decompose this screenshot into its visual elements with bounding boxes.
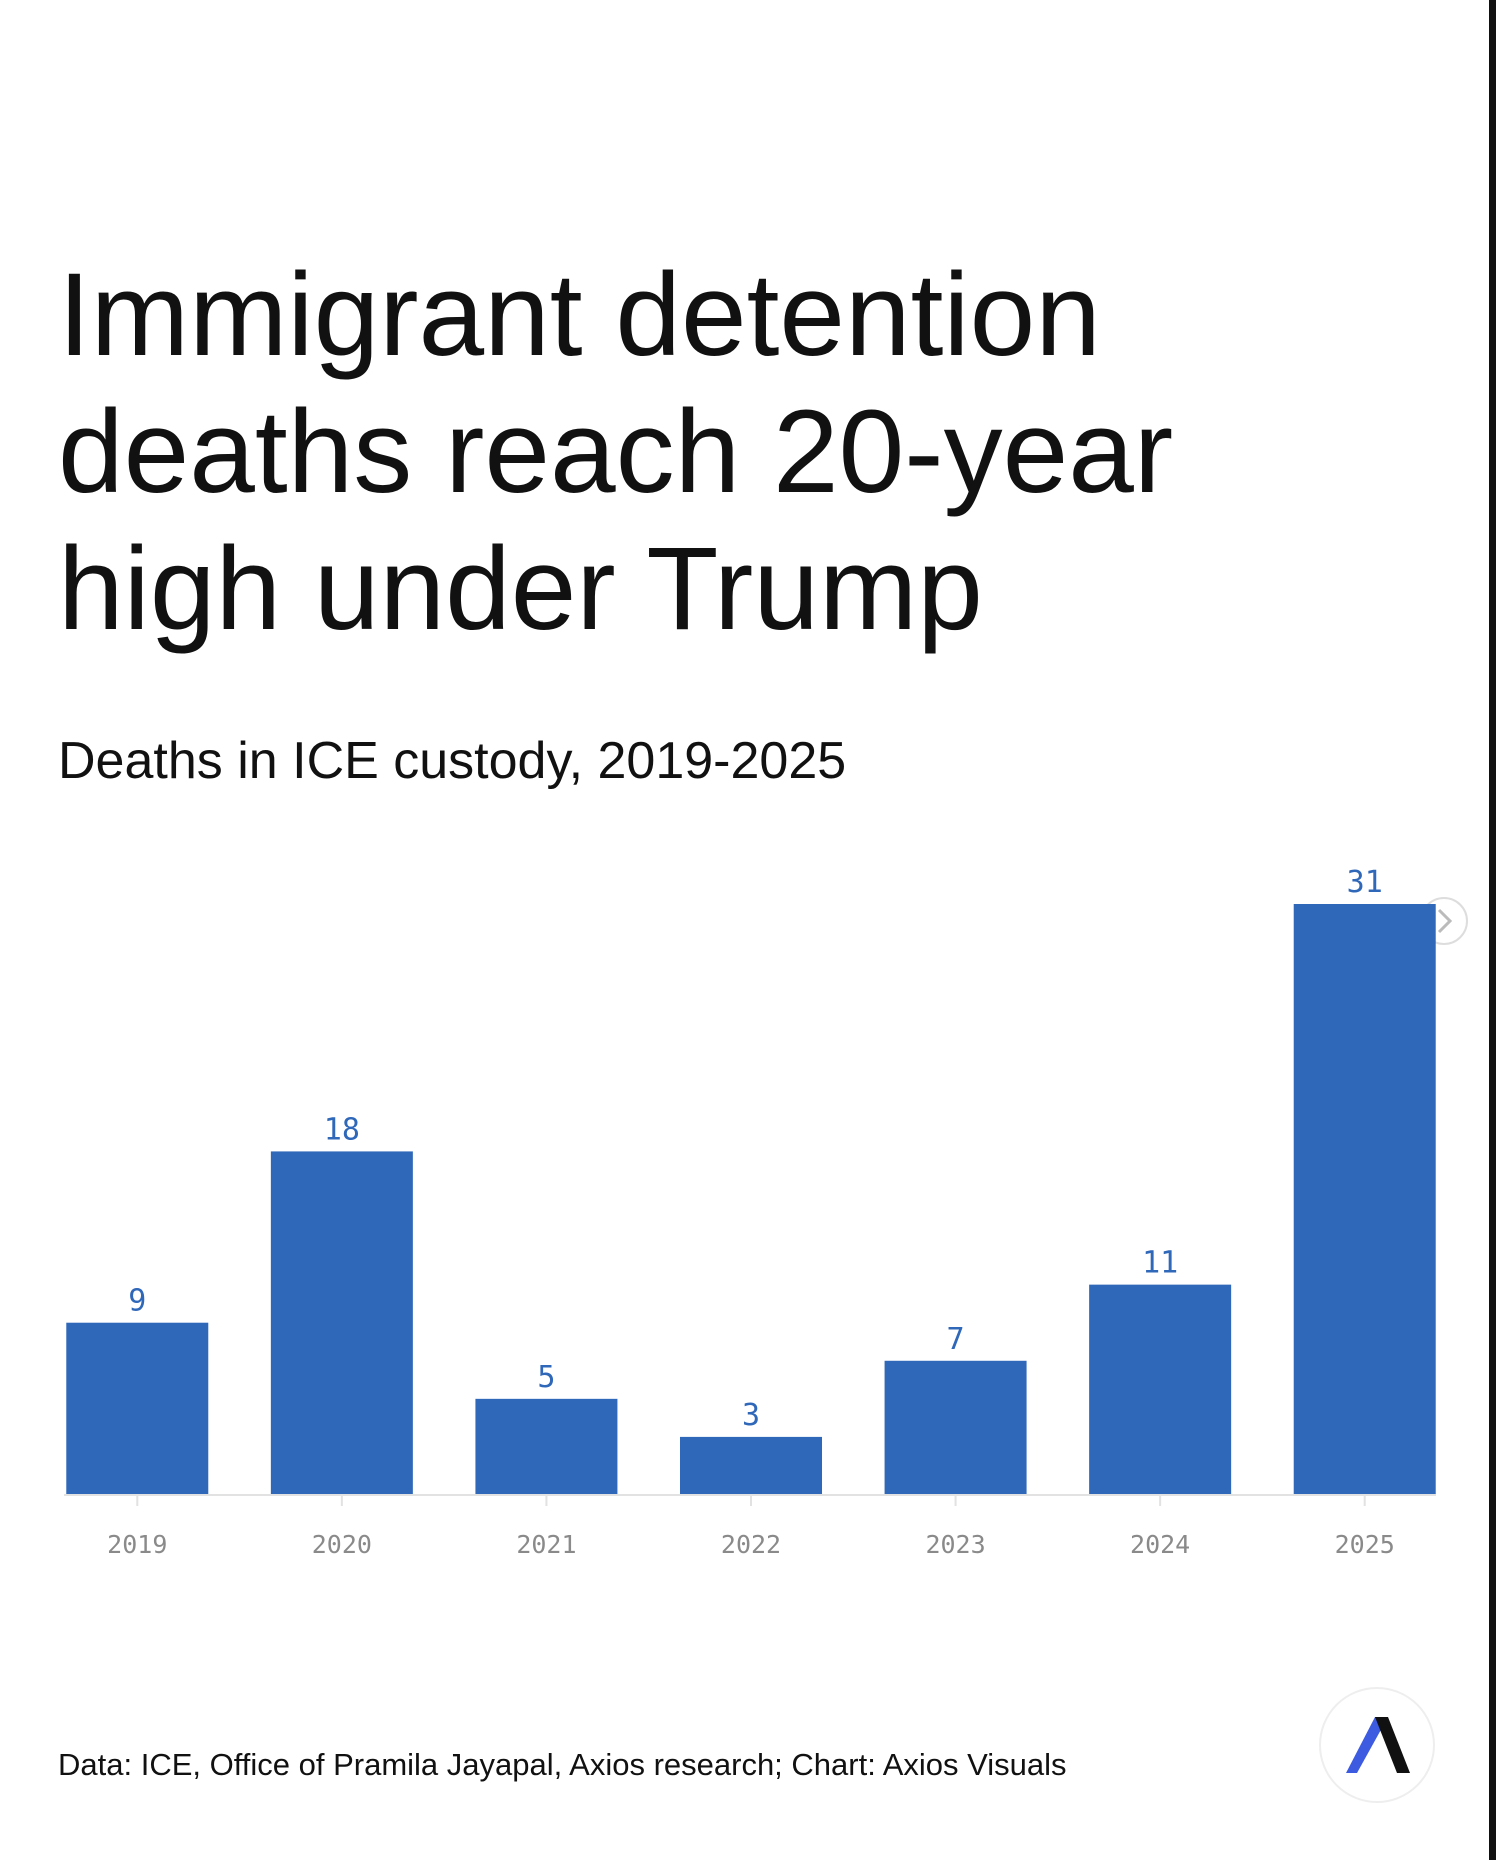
bar — [475, 1398, 618, 1494]
chart-subtitle: Deaths in ICE custody, 2019-2025 — [58, 732, 846, 790]
chart-title: Immigrant detention — [58, 249, 1101, 381]
bar — [1089, 1284, 1232, 1494]
x-tick-label: 2023 — [925, 1530, 985, 1559]
value-label: 18 — [324, 1112, 360, 1147]
x-tick-label: 2024 — [1130, 1530, 1190, 1559]
logo-right — [1375, 1717, 1410, 1773]
value-label: 31 — [1347, 865, 1383, 900]
value-label: 5 — [537, 1360, 555, 1395]
logo-left — [1346, 1717, 1388, 1773]
x-tick-label: 2021 — [516, 1530, 576, 1559]
x-tick-label: 2025 — [1335, 1530, 1395, 1559]
value-label: 3 — [742, 1398, 760, 1433]
source-note: Data: ICE, Office of Pramila Jayapal, Ax… — [58, 1747, 1067, 1782]
value-label: 7 — [947, 1322, 965, 1357]
x-tick-label: 2022 — [721, 1530, 781, 1559]
logo-circle — [1319, 1687, 1435, 1803]
bar — [884, 1360, 1027, 1494]
bar — [1293, 904, 1436, 1494]
chart-title: deaths reach 20-year — [58, 386, 1173, 518]
next-arrow[interactable] — [1437, 908, 1453, 934]
value-label: 9 — [128, 1284, 146, 1319]
value-label: 11 — [1142, 1246, 1178, 1281]
bar — [66, 1322, 209, 1494]
x-tick-label: 2019 — [107, 1530, 167, 1559]
x-tick-label: 2020 — [312, 1530, 372, 1559]
bar — [270, 1151, 413, 1494]
axios-logo — [1319, 1687, 1435, 1803]
window-edge — [1489, 0, 1496, 1860]
bar — [680, 1436, 822, 1494]
chart-title: high under Trump — [58, 523, 983, 655]
